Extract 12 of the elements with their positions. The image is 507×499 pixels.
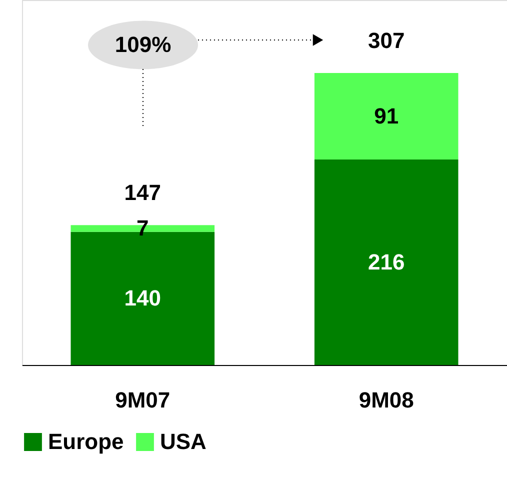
data-label: 140 [124,285,161,310]
x-tick-label: 9M08 [358,388,414,412]
bar [314,73,458,160]
total-label: 147 [124,180,161,206]
x-tick-label: 9M07 [115,388,170,412]
data-label: 216 [368,249,405,274]
bar [314,160,458,365]
text: 109% [114,32,172,57]
data-label: 91 [374,103,399,128]
total-label: 307 [368,28,405,53]
legend-label: Europe [48,429,124,454]
legend-label: USA [160,429,207,454]
